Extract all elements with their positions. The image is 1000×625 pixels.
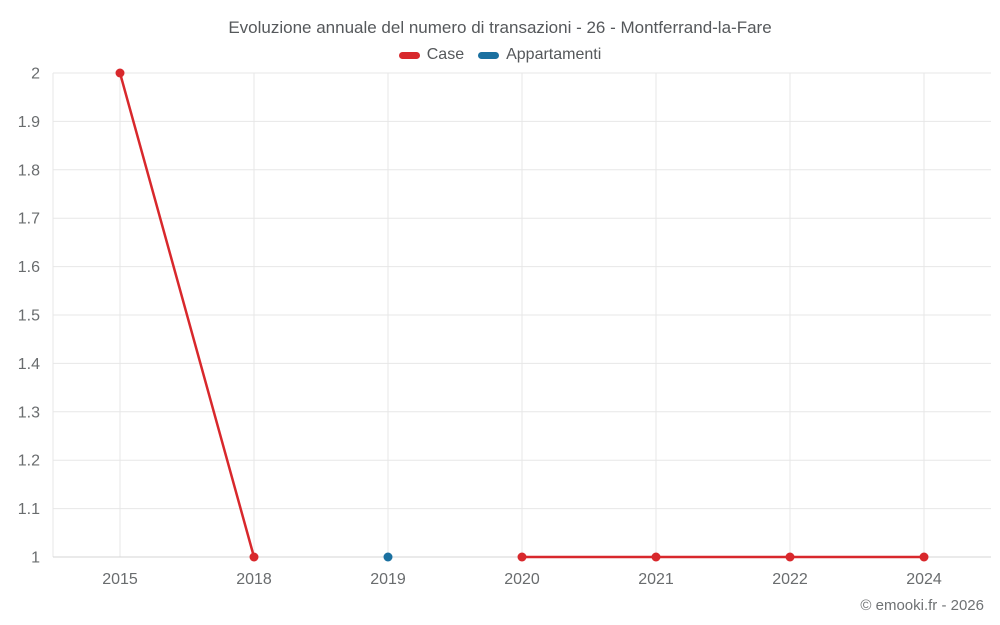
point-case-2024[interactable] bbox=[919, 552, 929, 562]
series-line-case bbox=[118, 71, 256, 559]
chart-title: Evoluzione annuale del numero di transaz… bbox=[228, 18, 772, 37]
x-tick-label: 2018 bbox=[236, 571, 272, 588]
y-tick-label: 1.7 bbox=[18, 211, 40, 228]
y-tick-label: 1.5 bbox=[18, 308, 40, 325]
point-appartamenti-2019[interactable] bbox=[383, 552, 393, 562]
y-tick-label: 1.1 bbox=[18, 501, 40, 518]
y-tick-label: 2 bbox=[31, 66, 40, 83]
legend-item-case[interactable]: Case bbox=[398, 46, 465, 64]
legend-item-appartamenti[interactable]: Appartamenti bbox=[478, 46, 601, 64]
y-tick-label: 1.9 bbox=[18, 114, 40, 131]
y-tick-label: 1 bbox=[31, 550, 40, 567]
y-tick-label: 1.4 bbox=[18, 356, 40, 373]
legend-label-case: Case bbox=[426, 46, 465, 63]
y-tick-label: 1.2 bbox=[18, 453, 40, 470]
legend-marker-appartamenti bbox=[478, 51, 500, 59]
copyright: © emooki.fr - 2026 bbox=[860, 597, 984, 614]
point-case-2018[interactable] bbox=[249, 552, 259, 562]
x-tick-label: 2020 bbox=[504, 571, 540, 588]
point-case-2020[interactable] bbox=[517, 552, 527, 562]
point-case-2021[interactable] bbox=[651, 552, 661, 562]
x-tick-label: 2022 bbox=[772, 571, 808, 588]
legend-label-appartamenti: Appartamenti bbox=[506, 46, 602, 63]
x-tick-label: 2021 bbox=[638, 571, 674, 588]
x-tick-label: 2015 bbox=[102, 571, 138, 588]
legend-marker-case bbox=[398, 51, 420, 59]
x-tick-label: 2019 bbox=[370, 571, 406, 588]
x-tick-label: 2024 bbox=[906, 571, 942, 588]
point-case-2022[interactable] bbox=[785, 552, 795, 562]
legend: Case Appartamenti bbox=[0, 46, 1000, 64]
point-case-2015[interactable] bbox=[115, 68, 125, 78]
y-tick-label: 1.6 bbox=[18, 259, 40, 276]
y-tick-label: 1.8 bbox=[18, 162, 40, 179]
y-tick-label: 1.3 bbox=[18, 404, 40, 421]
